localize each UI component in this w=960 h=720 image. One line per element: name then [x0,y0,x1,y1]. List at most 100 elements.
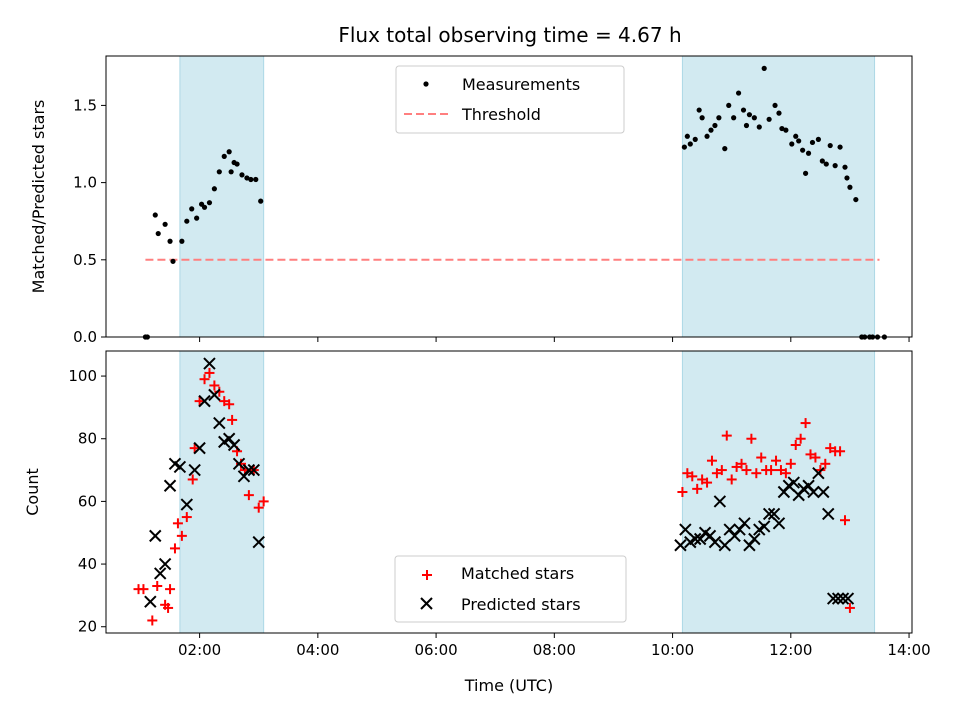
point-measurements-64 [842,164,848,170]
point-measurements-41 [743,122,750,129]
point-matched-stars-33 [702,477,713,488]
observing-window-0 [179,350,265,634]
point-matched-stars-43 [751,468,762,479]
y-tick-label: 80 [78,430,97,448]
point-measurements-42 [746,112,753,118]
top-panel: 0.0 0.5 1.0 1.5 Matched/Predicted stars Mea… [29,55,913,346]
legend-marker-measurements [423,81,429,87]
point-matched-stars-47 [771,455,782,466]
point-predicted-stars-0 [144,595,157,608]
y-tick-label: 20 [78,618,97,636]
point-measurements-56 [805,150,812,156]
point-matched-stars-41 [741,465,752,476]
x-tick-label: 08:00 [533,641,576,659]
point-matched-stars-10 [181,512,192,523]
point-predicted-stars-35 [738,517,751,530]
legend-label-matched: Matched stars [461,564,574,583]
point-predicted-stars-45 [787,476,800,489]
point-matched-stars-51 [790,440,801,450]
point-measurements-18 [228,169,234,175]
point-measurements-67 [853,196,859,203]
point-measurements-4 [162,221,168,227]
point-measurements-63 [837,144,843,150]
point-measurements-53 [796,138,802,144]
point-matched-stars-31 [692,483,703,494]
point-measurements-43 [751,115,757,121]
y-tick-label: 0.5 [73,251,97,269]
point-matched-stars-2 [147,615,158,626]
point-predicted-stars-3 [158,557,172,571]
point-measurements-6 [170,258,176,264]
point-predicted-stars-8 [188,463,201,477]
point-matched-stars-17 [214,386,225,397]
point-measurements-34 [712,122,718,129]
point-predicted-stars-10 [198,394,211,408]
point-matched-stars-1 [138,584,149,595]
point-measurements-49 [779,125,785,132]
point-measurements-40 [740,107,747,113]
point-predicted-stars-53 [826,592,840,605]
point-measurements-37 [726,102,732,109]
point-matched-stars-8 [172,518,183,529]
point-predicted-stars-49 [807,485,820,499]
point-matched-stars-34 [706,455,717,466]
point-matched-stars-3 [152,581,163,591]
point-measurements-24 [253,176,259,183]
point-measurements-51 [789,141,795,147]
point-predicted-stars-41 [767,507,781,521]
legend-marker-predicted [420,597,433,610]
point-predicted-stars-23 [679,523,692,536]
point-predicted-stars-25 [689,532,702,546]
point-predicted-stars-30 [713,495,727,508]
legend-marker-matched [422,570,432,580]
point-measurements-57 [809,139,816,146]
point-matched-stars-52 [795,433,806,444]
bottom-panel: 20 40 60 80 100 02:00 04:00 06:00 08:00 10:00 12:0… [23,350,931,695]
point-matched-stars-44 [756,452,767,463]
point-matched-stars-42 [746,433,757,444]
point-measurements-46 [766,116,772,122]
y-tick-label: 40 [78,555,97,573]
point-measurements-2 [152,212,158,218]
point-measurements-26 [681,144,687,150]
point-matched-stars-16 [209,380,220,391]
x-axis-label: Time (UTC) [464,676,553,695]
point-measurements-36 [722,146,728,152]
point-measurements-45 [761,65,767,71]
point-measurements-60 [823,161,829,167]
point-measurements-27 [684,133,690,139]
point-measurements-48 [776,110,782,116]
point-predicted-stars-6 [173,460,187,474]
y-tick-label: 0.0 [73,328,97,346]
point-matched-stars-49 [780,468,791,479]
point-measurements-44 [756,124,762,130]
point-measurements-15 [216,169,222,175]
point-measurements-35 [716,115,722,121]
point-measurements-12 [201,204,208,210]
point-matched-stars-15 [204,367,215,378]
top-y-axis-label: Matched/Predicted stars [29,100,48,294]
point-measurements-5 [167,238,173,244]
point-measurements-30 [696,107,702,113]
point-measurements-9 [189,206,195,212]
y-tick-label: 60 [78,492,97,510]
point-measurements-31 [699,115,705,121]
point-measurements-29 [692,136,698,142]
point-matched-stars-50 [785,458,796,469]
point-measurements-14 [211,186,217,192]
point-matched-stars-20 [227,414,238,425]
point-predicted-stars-40 [762,507,776,521]
point-predicted-stars-50 [812,466,825,480]
point-measurements-52 [793,133,799,139]
bottom-legend-box [394,555,627,623]
point-predicted-stars-52 [822,507,835,521]
point-predicted-stars-7 [180,498,194,511]
point-predicted-stars-55 [836,592,850,605]
legend-label-threshold: Threshold [461,105,541,124]
point-measurements-8 [184,218,190,224]
point-measurements-3 [155,230,161,237]
y-tick-label: 100 [68,367,97,385]
point-measurements-28 [687,141,693,147]
point-predicted-stars-2 [153,567,167,580]
point-measurements-61 [827,142,833,149]
